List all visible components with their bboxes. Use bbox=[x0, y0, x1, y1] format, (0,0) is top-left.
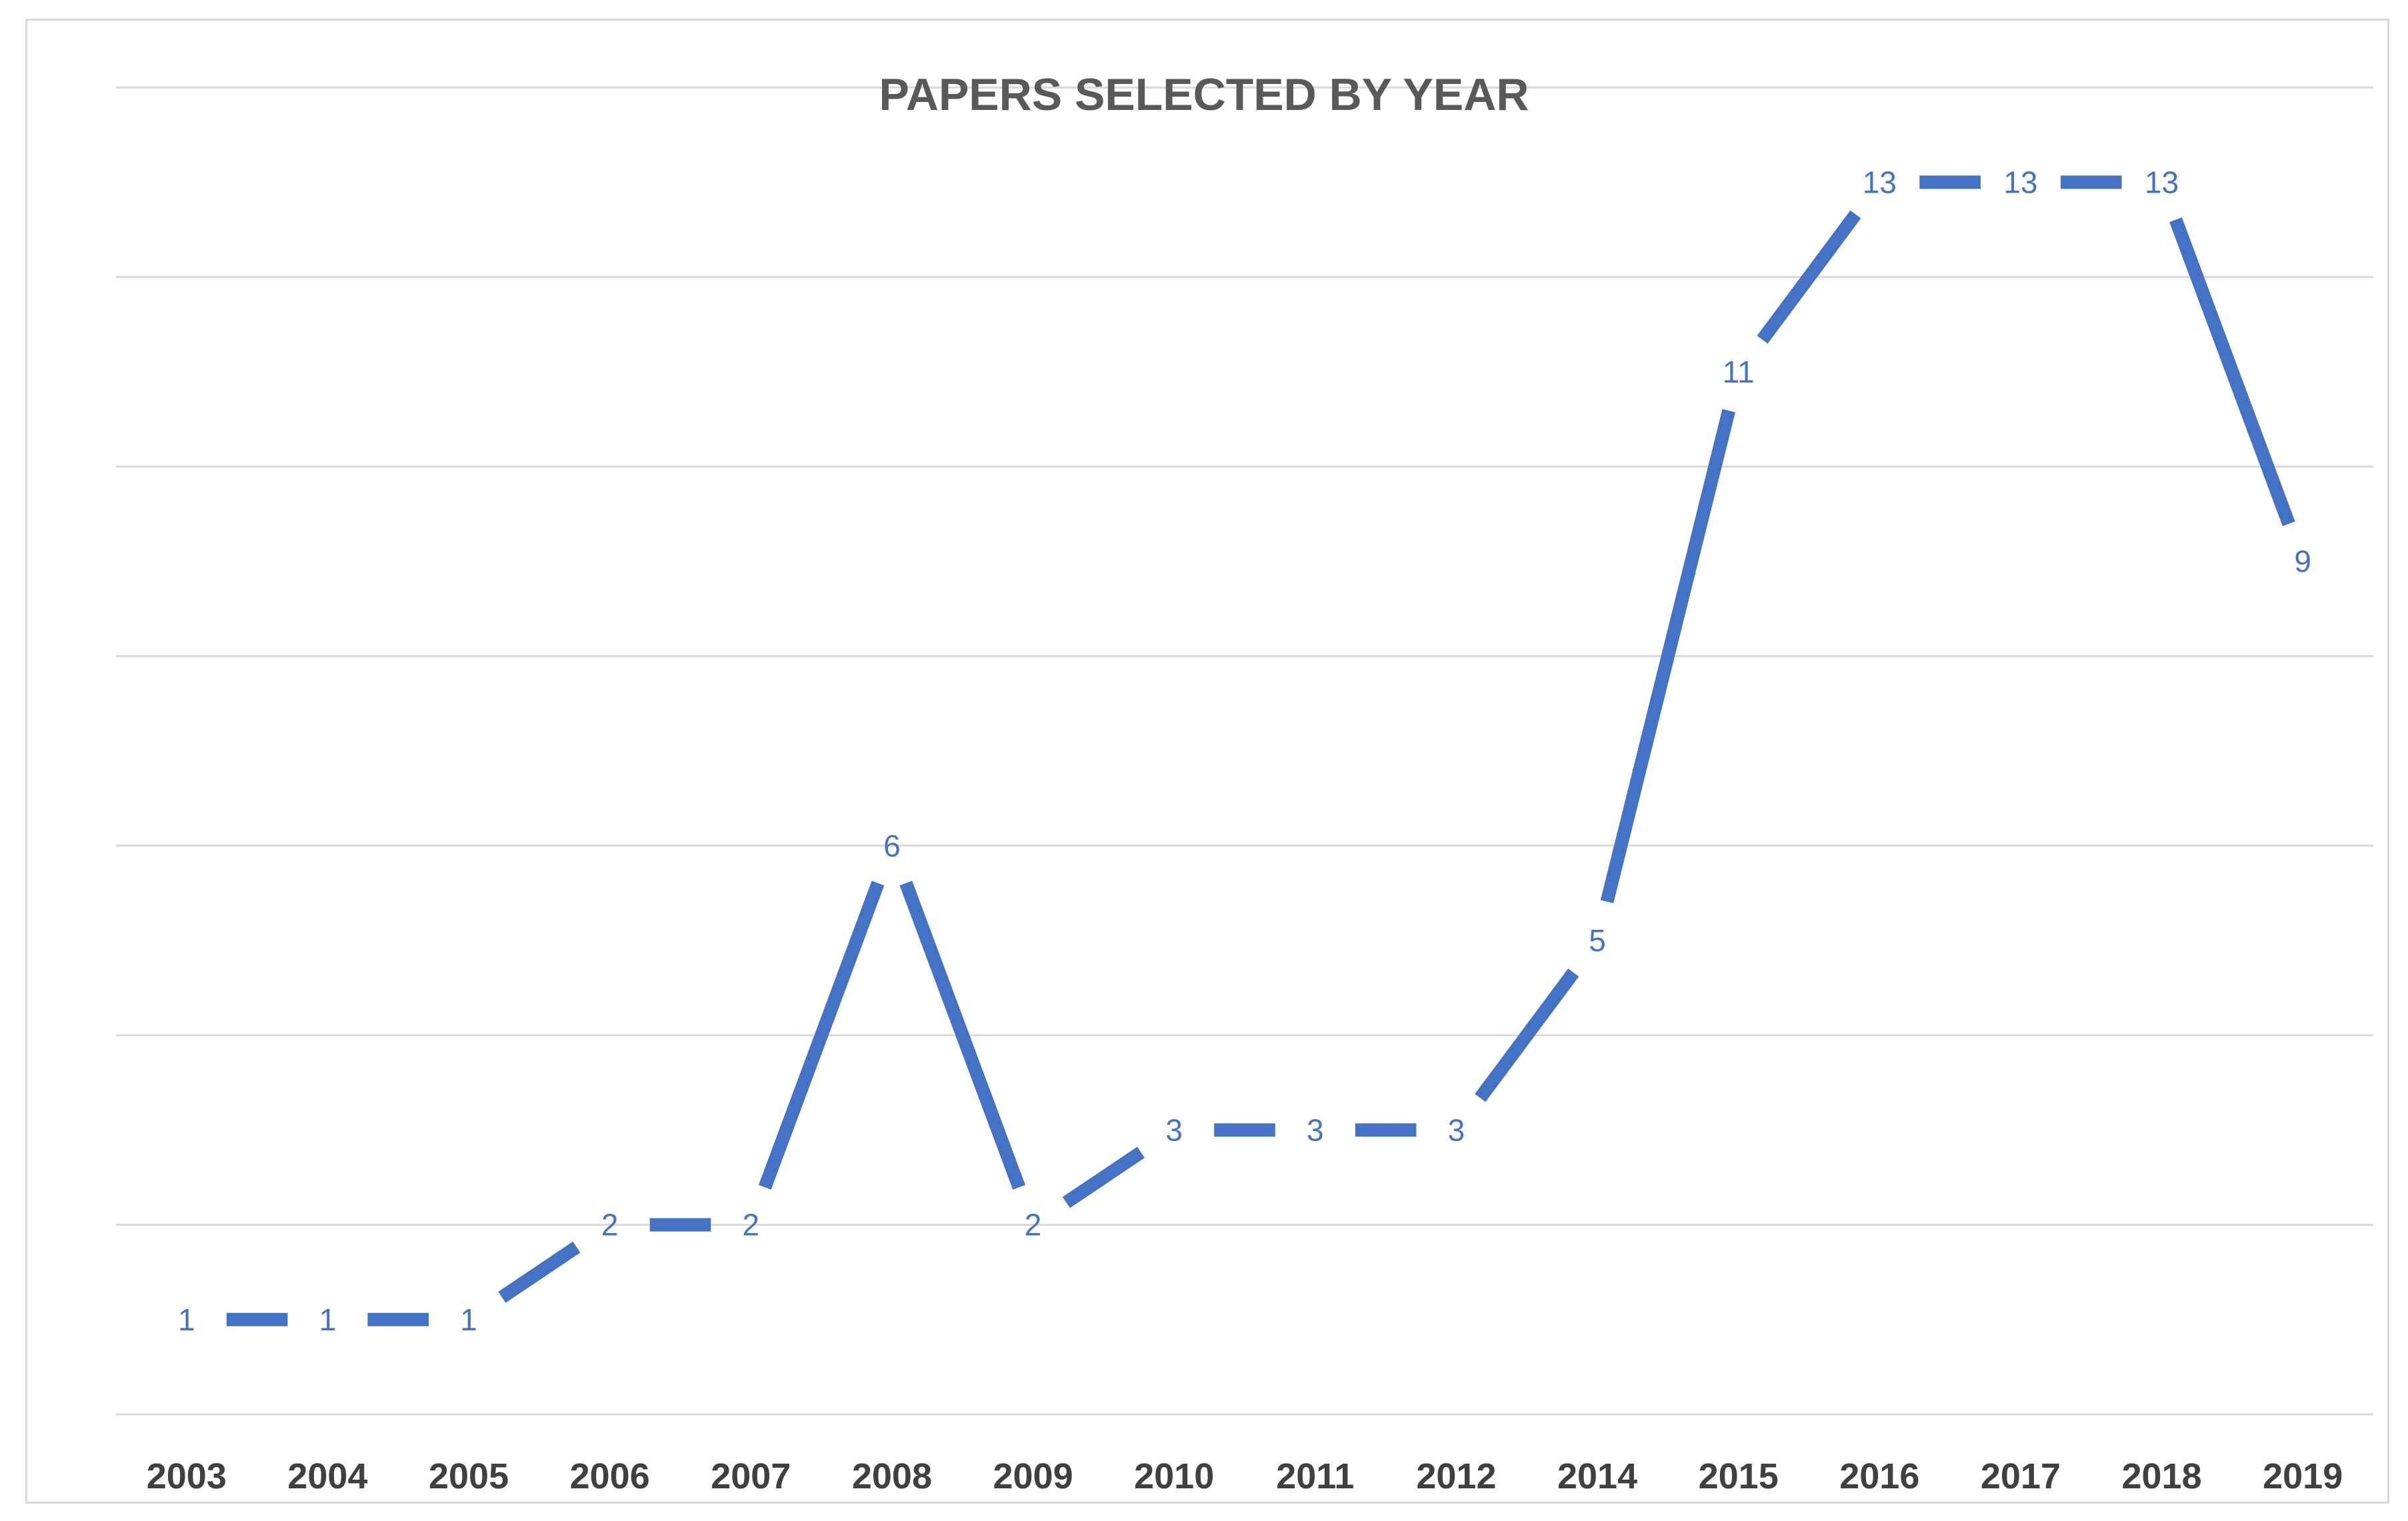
x-tick-label: 2004 bbox=[287, 1456, 367, 1496]
x-tick-label: 2008 bbox=[852, 1456, 932, 1496]
line-segment bbox=[1475, 968, 1579, 1102]
line-segment bbox=[2169, 217, 2295, 527]
x-tick-label: 2010 bbox=[1134, 1456, 1214, 1496]
data-label: 3 bbox=[1307, 1112, 1324, 1147]
data-label: 13 bbox=[2145, 165, 2179, 199]
line-segment bbox=[498, 1241, 581, 1303]
x-axis-tick-labels: 2003 2004 2005 2006 2007 2008 2009 2010 2011 2012… bbox=[147, 1456, 2343, 1496]
data-label: 1 bbox=[460, 1302, 477, 1337]
line-segment bbox=[899, 880, 1026, 1190]
x-tick-label: 2012 bbox=[1416, 1456, 1496, 1496]
data-label: 3 bbox=[1448, 1112, 1465, 1147]
x-tick-label: 2007 bbox=[711, 1456, 791, 1496]
data-label: 2 bbox=[601, 1208, 619, 1242]
data-label: 2 bbox=[743, 1208, 760, 1242]
x-tick-label: 2009 bbox=[993, 1456, 1073, 1496]
x-tick-label: 2014 bbox=[1557, 1456, 1637, 1496]
x-tick-label: 2005 bbox=[429, 1456, 509, 1496]
data-label: 3 bbox=[1165, 1112, 1183, 1147]
data-label: 6 bbox=[883, 828, 901, 863]
line-segment bbox=[1600, 409, 1735, 904]
chart-area bbox=[25, 19, 2389, 1504]
x-tick-label: 2003 bbox=[147, 1456, 227, 1496]
x-tick-label: 2015 bbox=[1699, 1456, 1779, 1496]
line-segment bbox=[758, 880, 885, 1190]
x-tick-label: 2018 bbox=[2121, 1456, 2201, 1496]
data-label: 13 bbox=[2003, 165, 2037, 199]
x-tick-label: 2011 bbox=[1276, 1456, 1354, 1496]
line-segment bbox=[1757, 210, 1861, 344]
x-tick-label: 2016 bbox=[1839, 1456, 1919, 1496]
x-tick-label: 2006 bbox=[570, 1456, 650, 1496]
x-tick-label: 2017 bbox=[1981, 1456, 2061, 1496]
series-line bbox=[226, 175, 2295, 1326]
data-label: 1 bbox=[319, 1302, 337, 1337]
line-segment bbox=[1062, 1146, 1145, 1208]
data-label: 2 bbox=[1025, 1208, 1042, 1242]
data-label: 5 bbox=[1589, 923, 1606, 958]
chart-title: PAPERS SELECTED BY YEAR bbox=[879, 69, 1529, 120]
data-label: 9 bbox=[2294, 544, 2311, 579]
data-label: 1 bbox=[178, 1302, 195, 1337]
data-label: 13 bbox=[1863, 165, 1897, 199]
x-tick-label: 2019 bbox=[2263, 1456, 2343, 1496]
data-label: 11 bbox=[1723, 355, 1755, 389]
gridlines bbox=[116, 86, 2373, 1416]
